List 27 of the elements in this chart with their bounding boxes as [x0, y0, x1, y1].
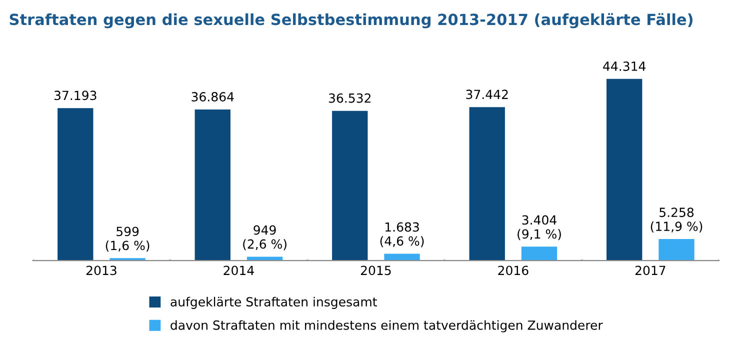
bar [469, 107, 505, 261]
data-label: 1.683 (4,6 %) [380, 222, 424, 248]
data-label: 37.442 [466, 90, 508, 100]
x-tick-label: 2013 [86, 266, 116, 276]
bar [58, 108, 94, 261]
data-label: 37.193 [54, 90, 96, 100]
bar [194, 109, 230, 261]
bar [384, 254, 420, 261]
bar [658, 239, 694, 261]
data-label: 5.258 (11,9 %) [650, 208, 702, 233]
x-tick-label: 2015 [360, 266, 391, 276]
legend-label: aufgeklärte Straftaten insgesamt [170, 296, 377, 309]
legend-label: davon Straftaten mit mindestens einem tatverdächtigen Zuwanderer [170, 320, 603, 332]
data-label: 36.864 [192, 92, 234, 102]
data-label: 36.532 [328, 93, 370, 103]
data-label: 599 (1,6 %) [106, 226, 150, 252]
data-label: 949 (2,6 %) [243, 225, 286, 250]
bar [606, 78, 642, 261]
chart-title: Straftaten gegen die sexuelle Selbstbestimmung 2013-2017 (aufgeklärte Fälle) [10, 13, 692, 28]
x-tick-label: 2014 [224, 266, 254, 276]
x-tick-label: 2016 [498, 266, 528, 276]
x-tick-label: 2017 [635, 266, 666, 276]
bar [332, 110, 368, 261]
data-label: 44.314 [603, 61, 646, 71]
bar [246, 256, 283, 261]
bar [521, 246, 558, 261]
data-label: 3.404 (9,1 %) [518, 215, 561, 240]
